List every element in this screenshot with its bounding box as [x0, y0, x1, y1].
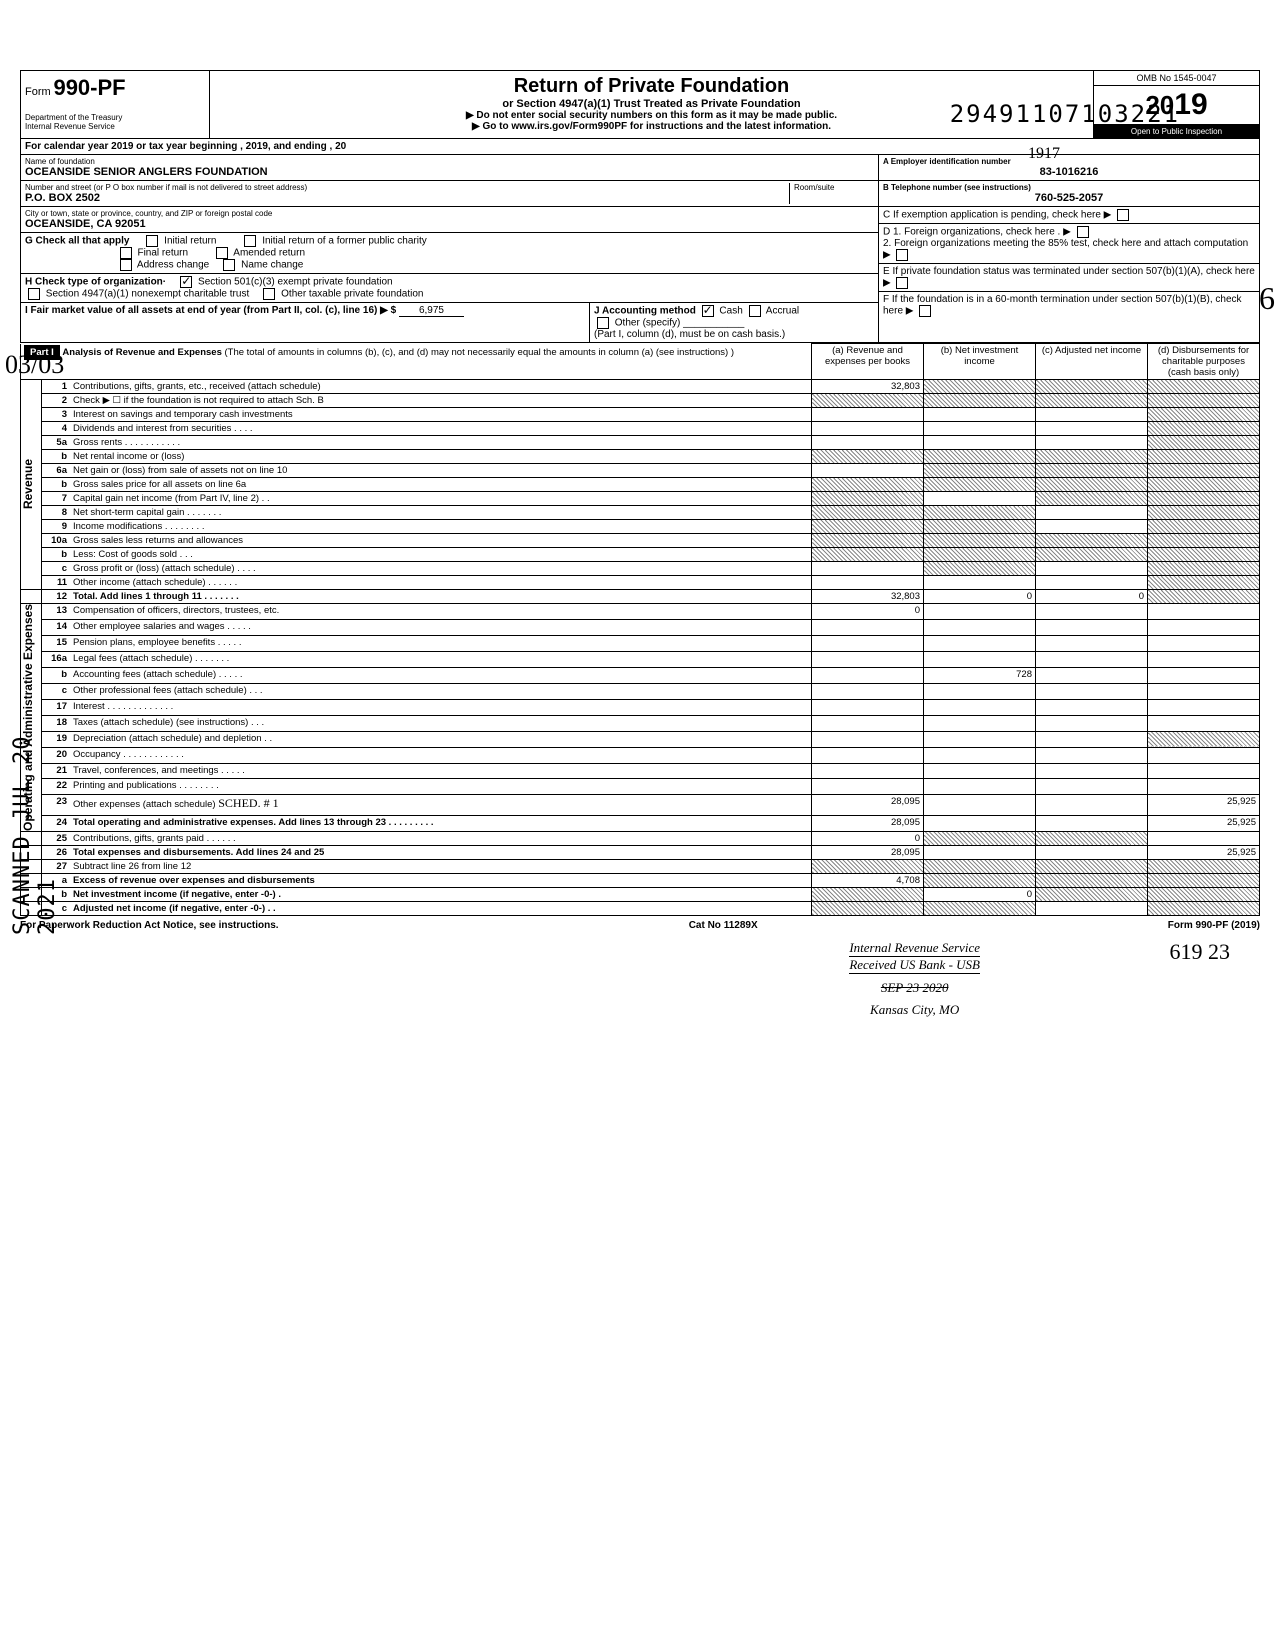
foundation-city: OCEANSIDE, CA 92051 [25, 218, 874, 230]
checkbox-final[interactable] [120, 247, 132, 259]
foundation-addr: P.O. BOX 2502 [25, 192, 789, 204]
name-label: Name of foundation [25, 157, 874, 166]
foundation-name: OCEANSIDE SENIOR ANGLERS FOUNDATION [25, 166, 874, 178]
dept-treasury: Department of the Treasury Internal Reve… [25, 113, 205, 131]
col-a-header: (a) Revenue and expenses per books [812, 344, 924, 380]
addr-label: Number and street (or P O box number if … [25, 183, 789, 192]
part1-table: Part I Analysis of Revenue and Expenses … [20, 343, 1260, 916]
part1-title: Analysis of Revenue and Expenses [62, 347, 221, 358]
part1-sub: (The total of amounts in columns (b), (c… [225, 347, 735, 358]
col-d-header: (d) Disbursements for charitable purpose… [1148, 344, 1260, 380]
handwritten-margin: 03/03 [5, 350, 64, 380]
d1-label: D 1. Foreign organizations, check here . [883, 227, 1060, 238]
checkbox-f[interactable] [919, 305, 931, 317]
checkbox-addrchange[interactable] [120, 259, 132, 271]
checkbox-other-method[interactable] [597, 317, 609, 329]
scanned-stamp: SCANNED JUL 20 2021 [10, 690, 60, 935]
d2-label: 2. Foreign organizations meeting the 85%… [883, 238, 1248, 249]
room-label: Room/suite [794, 183, 874, 192]
j-note: (Part I, column (d), must be on cash bas… [594, 329, 785, 340]
checkbox-namechange[interactable] [223, 259, 235, 271]
ein-label: A Employer identification number [883, 157, 1011, 166]
expenses-label: Operating and Administrative Expenses [21, 604, 35, 831]
checkbox-4947[interactable] [28, 288, 40, 300]
e-label: E If private foundation status was termi… [883, 266, 1255, 277]
col-b-header: (b) Net investment income [924, 344, 1036, 380]
checkbox-d2[interactable] [896, 249, 908, 261]
i-value: 6,975 [399, 305, 464, 317]
form-prefix: Form [25, 86, 51, 98]
identity-section: Name of foundation OCEANSIDE SENIOR ANGL… [20, 154, 1260, 343]
checkbox-amended[interactable] [216, 247, 228, 259]
form-title: Return of Private Foundation [214, 75, 1089, 98]
city-label: City or town, state or province, country… [25, 209, 874, 218]
handwritten-1917: 1917 [1028, 145, 1060, 163]
checkbox-accrual[interactable] [749, 305, 761, 317]
c-label: C If exemption application is pending, c… [879, 207, 1259, 224]
calendar-year-row: For calendar year 2019 or tax year begin… [20, 138, 1260, 154]
dln-number: 29491107103221 [950, 100, 1180, 128]
revenue-label: Revenue [21, 459, 35, 509]
phone-label: B Telephone number (see instructions) [883, 183, 1031, 192]
h-label: H Check type of organization· [25, 277, 166, 288]
phone-value: 760-525-2057 [883, 192, 1255, 204]
checkbox-c[interactable] [1117, 209, 1129, 221]
i-label: I Fair market value of all assets at end… [25, 305, 396, 316]
handwritten-bottom: 619 23 [1170, 939, 1231, 965]
ein-value: 83-1016216 [883, 166, 1255, 178]
col-c-header: (c) Adjusted net income [1036, 344, 1148, 380]
footer-center: Cat No 11289X [689, 920, 758, 931]
irs-stamp: Internal Revenue Service Received US Ban… [849, 940, 980, 1018]
g-label: G Check all that apply [25, 236, 129, 247]
f-label: F If the foundation is in a 60-month ter… [883, 294, 1242, 317]
checkbox-501c3[interactable] [180, 276, 192, 288]
checkbox-other-pf[interactable] [263, 288, 275, 300]
checkbox-d1[interactable] [1077, 226, 1089, 238]
page-footer: For Paperwork Reduction Act Notice, see … [20, 916, 1260, 935]
checkbox-cash[interactable] [702, 305, 714, 317]
form-number: 990-PF [53, 75, 125, 100]
j-label: J Accounting method [594, 306, 696, 317]
footer-right: Form 990-PF (2019) [1168, 920, 1260, 931]
checkbox-initial[interactable] [146, 235, 158, 247]
omb-number: OMB No 1545-0047 [1094, 71, 1259, 86]
handwritten-6: 6 [1259, 280, 1275, 317]
checkbox-former[interactable] [244, 235, 256, 247]
checkbox-e[interactable] [896, 277, 908, 289]
